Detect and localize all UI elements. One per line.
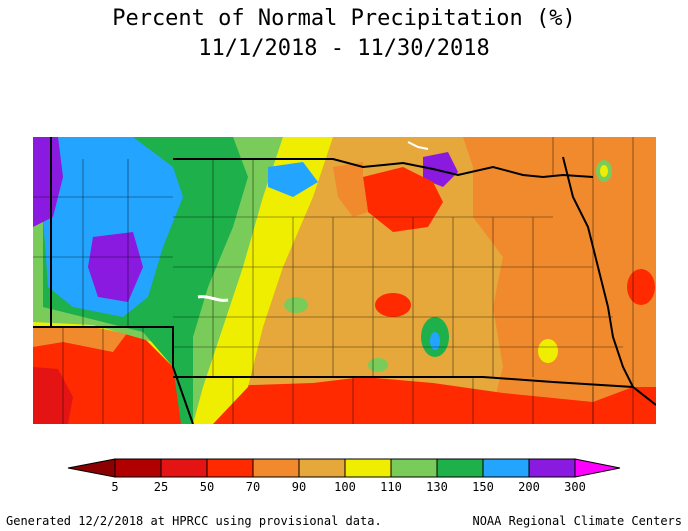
legend-swatch-7 bbox=[436, 458, 484, 478]
lake-feature-north bbox=[407, 141, 429, 150]
legend-label-0: 5 bbox=[111, 480, 118, 494]
legend-label-2: 50 bbox=[200, 480, 214, 494]
spot-southcentral-green bbox=[368, 358, 388, 372]
legend-swatch-6 bbox=[390, 458, 438, 478]
footer-source: NOAA Regional Climate Centers bbox=[472, 514, 682, 528]
spot-central-red bbox=[375, 293, 411, 317]
footer-generated-note: Generated 12/2/2018 at HPRCC using provi… bbox=[6, 514, 382, 528]
legend-swatch-8 bbox=[482, 458, 530, 478]
legend-label-1: 25 bbox=[154, 480, 168, 494]
precipitation-map bbox=[33, 137, 656, 424]
spot-central-blue bbox=[430, 332, 440, 350]
legend-low-arrow bbox=[67, 458, 116, 478]
region-panhandle-purple bbox=[88, 232, 143, 302]
lake-feature bbox=[197, 295, 229, 302]
region-north-red bbox=[363, 167, 443, 232]
legend-label-9: 200 bbox=[518, 480, 540, 494]
legend-label-3: 70 bbox=[246, 480, 260, 494]
legend-label-7: 130 bbox=[426, 480, 448, 494]
legend-label-8: 150 bbox=[472, 480, 494, 494]
legend-swatch-9 bbox=[528, 458, 576, 478]
map-title: Percent of Normal Precipitation (%) bbox=[112, 6, 576, 31]
legend-swatch-5 bbox=[344, 458, 392, 478]
region-south-red bbox=[193, 377, 656, 424]
border-missouri-river bbox=[562, 156, 634, 388]
legend-swatch-2 bbox=[206, 458, 254, 478]
county-lines bbox=[33, 137, 634, 424]
legend-label-4: 90 bbox=[292, 480, 306, 494]
map-date-range: 11/1/2018 - 11/30/2018 bbox=[198, 36, 490, 61]
legend-swatch-4 bbox=[298, 458, 346, 478]
region-southwest-red bbox=[33, 327, 193, 424]
legend-high-arrow bbox=[574, 458, 621, 478]
region-west-blue bbox=[43, 137, 183, 317]
legend-swatch-0 bbox=[114, 458, 162, 478]
legend-label-10: 300 bbox=[564, 480, 586, 494]
region-west-purple bbox=[33, 137, 63, 227]
region-panhandle-blue bbox=[268, 162, 318, 197]
spot-east-yellow bbox=[600, 165, 608, 177]
region-southwest-orange bbox=[33, 327, 128, 352]
legend-swatch-3 bbox=[252, 458, 300, 478]
border-ne-ks bbox=[173, 376, 656, 406]
legend-label-5: 100 bbox=[334, 480, 356, 494]
legend-swatch-1 bbox=[160, 458, 208, 478]
spot-east-red bbox=[627, 269, 655, 305]
region-north-purple bbox=[423, 152, 458, 187]
region-east-orange bbox=[463, 137, 656, 424]
precipitation-legend: 5 25 50 70 90 100 110 130 150 200 300 bbox=[67, 458, 621, 494]
legend-label-6: 110 bbox=[380, 480, 402, 494]
spot-southeast-yellow bbox=[538, 339, 558, 363]
spot-west-green bbox=[284, 297, 308, 313]
border-sd-ne bbox=[173, 158, 594, 179]
region-north-orange bbox=[333, 162, 368, 217]
